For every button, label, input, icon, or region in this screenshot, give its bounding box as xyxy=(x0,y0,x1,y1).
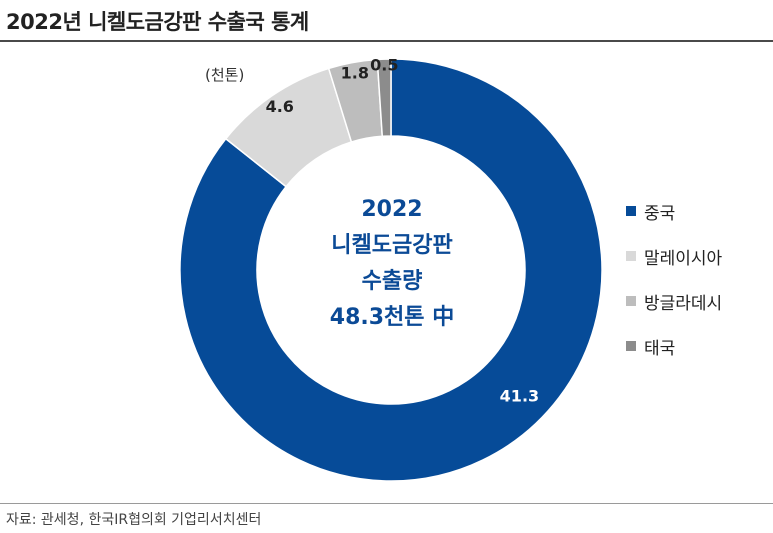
source-note: 자료: 관세청, 한국IR협의회 기업리서치센터 xyxy=(6,512,262,528)
slice-value-label: 4.6 xyxy=(266,97,294,116)
legend-swatch xyxy=(626,341,636,351)
legend-swatch xyxy=(626,206,636,216)
donut-slice xyxy=(179,58,603,482)
legend-item: 태국 xyxy=(626,333,722,359)
donut-slice xyxy=(376,58,392,138)
legend-swatch xyxy=(626,251,636,261)
center-text-line: 수출량 xyxy=(361,269,423,294)
legend-item: 중국 xyxy=(626,198,722,224)
legend-label: 말레이시아 xyxy=(644,248,723,269)
center-text-line: 니켈도금강판 xyxy=(331,233,453,258)
slice-value-label: 41.3 xyxy=(500,386,539,405)
legend-item: 말레이시아 xyxy=(626,243,722,269)
unit-label: (천톤) xyxy=(205,66,245,84)
slice-value-label: 1.8 xyxy=(341,63,369,82)
donut-center-text: 2022 니켈도금강판 수출량 48.3천톤 中 xyxy=(290,192,494,336)
slice-value-label: 0.5 xyxy=(370,56,398,75)
legend-swatch xyxy=(626,296,636,306)
legend-label: 방글라데시 xyxy=(644,293,723,314)
legend-label: 중국 xyxy=(644,203,676,224)
center-text-line: 48.3천톤 中 xyxy=(329,305,455,330)
source-divider xyxy=(0,503,773,504)
center-text-line: 2022 xyxy=(361,197,423,222)
legend-item: 방글라데시 xyxy=(626,288,722,314)
chart-legend: 중국 말레이시아 방글라데시 태국 xyxy=(626,198,722,378)
title-divider xyxy=(0,40,773,42)
chart-title: 2022년 니켈도금강판 수출국 통계 xyxy=(6,10,309,34)
legend-label: 태국 xyxy=(644,338,676,359)
